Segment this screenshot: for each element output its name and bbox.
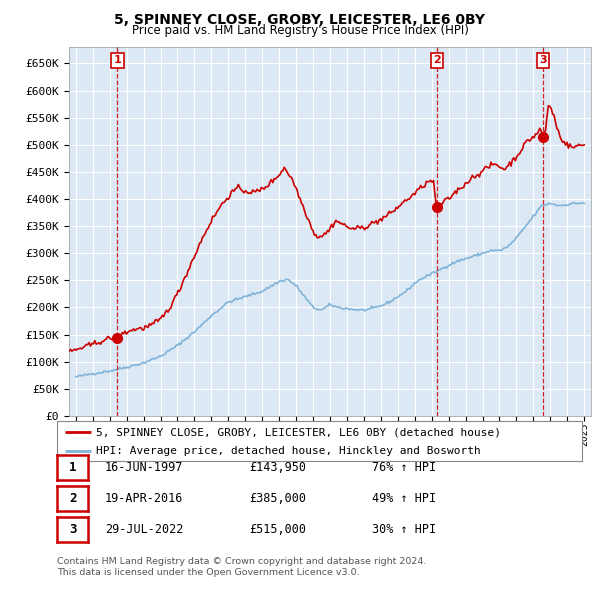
Text: £143,950: £143,950 [249, 461, 306, 474]
Text: 5, SPINNEY CLOSE, GROBY, LEICESTER, LE6 0BY: 5, SPINNEY CLOSE, GROBY, LEICESTER, LE6 … [115, 13, 485, 27]
Text: 49% ↑ HPI: 49% ↑ HPI [372, 492, 436, 505]
Text: 1: 1 [69, 461, 76, 474]
Text: HPI: Average price, detached house, Hinckley and Bosworth: HPI: Average price, detached house, Hinc… [97, 445, 481, 455]
Text: £515,000: £515,000 [249, 523, 306, 536]
Text: 5, SPINNEY CLOSE, GROBY, LEICESTER, LE6 0BY (detached house): 5, SPINNEY CLOSE, GROBY, LEICESTER, LE6 … [97, 427, 502, 437]
Text: 1: 1 [113, 55, 121, 65]
Text: 29-JUL-2022: 29-JUL-2022 [105, 523, 184, 536]
Text: 16-JUN-1997: 16-JUN-1997 [105, 461, 184, 474]
Text: 19-APR-2016: 19-APR-2016 [105, 492, 184, 505]
Text: 3: 3 [539, 55, 547, 65]
Text: This data is licensed under the Open Government Licence v3.0.: This data is licensed under the Open Gov… [57, 568, 359, 577]
Text: £385,000: £385,000 [249, 492, 306, 505]
Text: 3: 3 [69, 523, 76, 536]
Text: 76% ↑ HPI: 76% ↑ HPI [372, 461, 436, 474]
Text: 30% ↑ HPI: 30% ↑ HPI [372, 523, 436, 536]
Text: Contains HM Land Registry data © Crown copyright and database right 2024.: Contains HM Land Registry data © Crown c… [57, 558, 427, 566]
Text: 2: 2 [69, 492, 76, 505]
Text: 2: 2 [433, 55, 440, 65]
Text: Price paid vs. HM Land Registry's House Price Index (HPI): Price paid vs. HM Land Registry's House … [131, 24, 469, 37]
